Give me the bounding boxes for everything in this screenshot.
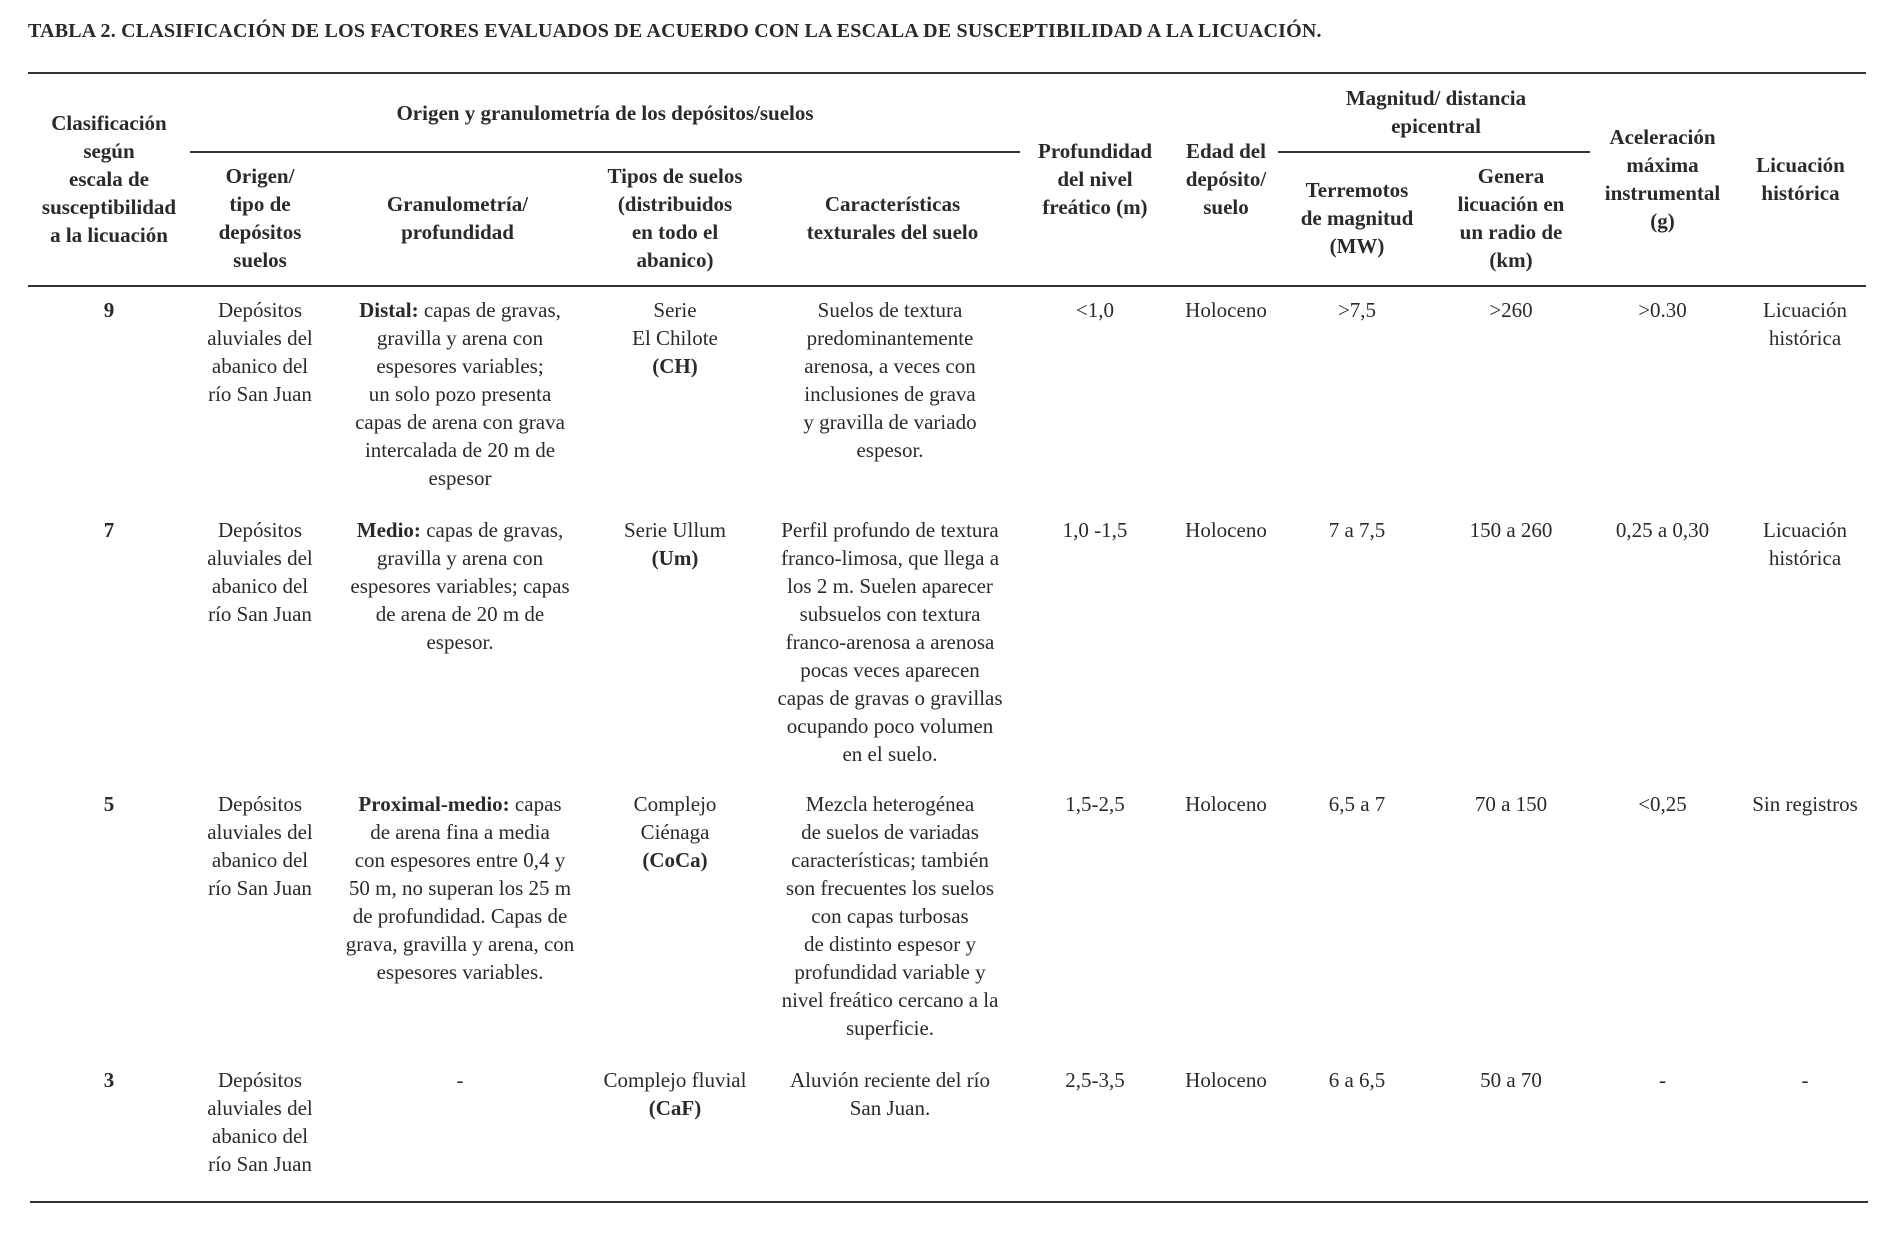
header-magnitud-group: Magnitud/ distancia epicentral [1345,86,1527,138]
cell-clase: 3 [103,1068,115,1092]
cell-acel: >0.30 [1638,298,1687,322]
group-rule-origen [190,151,1020,153]
header-origen: Origen/ tipo de depósitos suelos [218,164,302,272]
cell-licu: - [1801,1068,1809,1092]
soil-type: Serie Ullum [623,518,727,542]
header-genera: Genera licuación en un radio de (km) [1457,164,1565,272]
cell-gran: Medio: capas de gravas, gravilla y arena… [330,516,590,656]
cell-edad: Holoceno [1185,1068,1267,1092]
zone-label: Medio: [356,518,421,542]
cell-tipo: Serie El Chilote (CH) [590,296,760,380]
soil-code: (CoCa) [642,848,708,872]
cell-edad: Holoceno [1185,298,1267,322]
cell-prof: 1,5-2,5 [1065,792,1125,816]
cell-gran: - [330,1066,590,1094]
cell-genera: >260 [1489,298,1533,322]
cell-tipo: Serie Ullum (Um) [590,516,760,572]
granulometry-text: - [456,1068,464,1092]
cell-prof: 1,0 -1,5 [1062,518,1128,542]
table-title: TABLA 2. CLASIFICACIÓN DE LOS FACTORES E… [28,20,1322,42]
top-rule [28,72,1866,74]
cell-origen: Depósitos aluviales del abanico del río … [207,1068,313,1176]
cell-caract: Mezcla heterogénea de suelos de variadas… [781,792,999,1040]
cell-terr: 7 a 7,5 [1328,518,1386,542]
soil-type: Complejo Ciénaga [633,792,717,844]
cell-caract: Perfil profundo de textura franco-limosa… [777,518,1003,766]
cell-licu: Licuación histórica [1763,518,1847,570]
zone-label: Distal: [359,298,419,322]
cell-clase: 9 [103,298,115,322]
cell-genera: 50 a 70 [1480,1068,1542,1092]
cell-acel: 0,25 a 0,30 [1615,518,1710,542]
header-rule [28,285,1866,287]
zone-label: Proximal-medio: [358,792,510,816]
cell-edad: Holoceno [1185,518,1267,542]
soil-code: (CH) [652,354,698,378]
cell-acel: <0,25 [1638,792,1687,816]
header-aceleracion: Aceleración máxima instrumental (g) [1604,125,1721,233]
granulometry-text: capas de gravas, gravilla y arena con es… [355,298,565,490]
cell-terr: 6,5 a 7 [1328,792,1386,816]
header-granulometria: Granulometría/ profundidad [386,192,529,244]
cell-prof: <1,0 [1075,298,1115,322]
header-caracteristicas: Características texturales del suelo [806,192,979,244]
soil-type: Serie El Chilote [632,298,718,350]
cell-tipo: Complejo Ciénaga (CoCa) [590,790,760,874]
header-tipos: Tipos de suelos (distribuidos en todo el… [607,164,743,272]
cell-clase: 7 [103,518,115,542]
cell-licu: Sin registros [1752,792,1858,816]
cell-gran: Proximal-medio: capas de arena fina a me… [330,790,590,986]
cell-caract: Aluvión reciente del río San Juan. [789,1068,990,1120]
cell-edad: Holoceno [1185,792,1267,816]
cell-acel: - [1659,1068,1666,1092]
cell-caract: Suelos de textura predominantemente aren… [803,298,977,462]
header-profundidad: Profundidad del nivel freático (m) [1038,139,1152,219]
group-rule-magnitud [1278,151,1590,153]
cell-origen: Depósitos aluviales del abanico del río … [207,518,313,626]
cell-terr: >7,5 [1337,298,1377,322]
cell-gran: Distal: capas de gravas, gravilla y aren… [330,296,590,492]
header-edad: Edad del depósito/ suelo [1185,139,1267,219]
soil-type: Complejo fluvial [603,1068,747,1092]
header-origen-group: Origen y granulometría de los depósitos/… [396,101,814,125]
cell-genera: 150 a 260 [1469,518,1553,542]
granulometry-text: capas de gravas, gravilla y arena con es… [350,518,570,654]
cell-prof: 2,5-3,5 [1065,1068,1125,1092]
cell-origen: Depósitos aluviales del abanico del río … [207,298,313,406]
bottom-rule [30,1201,1868,1203]
header-clasificacion: Clasificación según escala de susceptibi… [41,111,177,247]
soil-code: (CaF) [648,1096,702,1120]
cell-licu: Licuación histórica [1763,298,1847,350]
header-licuacion: Licuación histórica [1756,153,1845,205]
cell-terr: 6 a 6,5 [1328,1068,1386,1092]
cell-clase: 5 [103,792,115,816]
cell-tipo: Complejo fluvial (CaF) [590,1066,760,1122]
cell-origen: Depósitos aluviales del abanico del río … [207,792,313,900]
soil-code: (Um) [651,546,699,570]
granulometry-text: capas de arena fina a media con espesore… [345,792,575,984]
header-terremotos: Terremotos de magnitud (MW) [1300,178,1414,258]
cell-genera: 70 a 150 [1474,792,1548,816]
